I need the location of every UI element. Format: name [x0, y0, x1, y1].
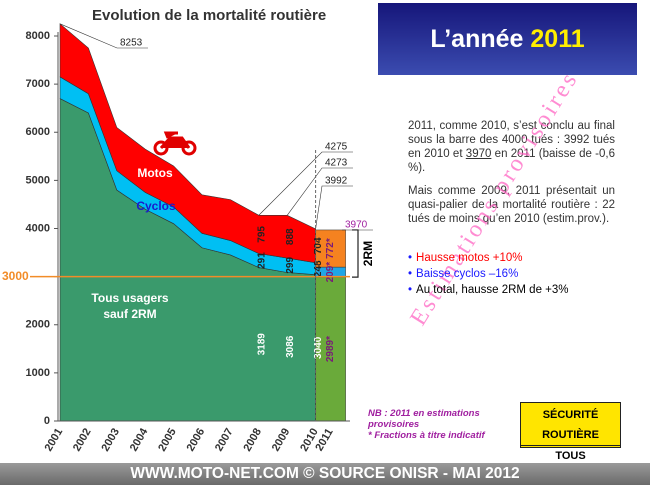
- data-label: 3189: [256, 333, 267, 356]
- total-label: 8253: [120, 38, 143, 49]
- motorcycle-icon: [155, 133, 195, 154]
- text: 3970: [466, 148, 492, 160]
- bracket: [352, 230, 358, 277]
- heading-text: L’année: [430, 25, 530, 54]
- series-label: Motos: [137, 166, 173, 180]
- note-line: * Fractions à titre indicatif: [368, 430, 508, 441]
- total-label: 3992: [325, 176, 348, 187]
- total-label: 4273: [325, 158, 348, 169]
- y-tick-label: 1000: [26, 367, 50, 379]
- y-tick-label: 5000: [26, 174, 50, 186]
- x-tick-label: 2005: [156, 426, 179, 453]
- y-tick-label: 6000: [26, 126, 50, 138]
- bullet: Baisse cyclos –16%: [408, 268, 518, 280]
- x-tick-label: 2003: [99, 426, 122, 453]
- series-label: Cyclos: [136, 199, 176, 213]
- series-label: Tous usagers sauf 2RM: [85, 290, 175, 322]
- data-label: 704: [313, 237, 324, 254]
- data-label: 209*: [325, 262, 336, 283]
- y-tick-label: 4000: [26, 222, 50, 234]
- data-label: 795: [256, 226, 267, 243]
- data-label: 299: [285, 257, 296, 274]
- data-label: 772*: [325, 238, 336, 259]
- bullet: Au total, hausse 2RM de +3%: [408, 284, 569, 296]
- heading-year: 2011: [530, 25, 584, 54]
- x-tick-label: 2002: [71, 426, 94, 453]
- y-tick-label: 0: [44, 415, 50, 427]
- x-tick-label: 2004: [128, 426, 151, 454]
- y-tick-label: 7000: [26, 78, 50, 90]
- total-label: 4275: [325, 142, 348, 153]
- y-tick-label: 8000: [26, 30, 50, 42]
- x-tick-label: 2006: [185, 426, 208, 453]
- data-label: 3040: [313, 336, 324, 359]
- chart-title: Evolution de la mortalité routière: [92, 7, 326, 24]
- x-tick-label: 2001: [43, 426, 66, 453]
- data-label: 248: [313, 260, 324, 277]
- badge-line: SÉCURITÉ ROUTIÈRE: [521, 405, 620, 446]
- heading: L’année 2011: [378, 3, 637, 75]
- x-tick-label: 2008: [241, 426, 264, 453]
- y-tick-label: 3000: [2, 269, 29, 283]
- note-line: NB : 2011 en estimations provisoires: [368, 408, 508, 430]
- data-label: 3086: [285, 335, 296, 358]
- bracket-label: 2RM: [361, 241, 375, 266]
- note: NB : 2011 en estimations provisoires* Fr…: [368, 408, 508, 441]
- x-tick-label: 2007: [213, 426, 236, 453]
- data-label: 2989*: [325, 336, 336, 362]
- footer: WWW.MOTO-NET.COM © SOURCE ONISR - MAI 20…: [0, 463, 650, 485]
- total-label: 3970: [345, 220, 368, 231]
- data-label: 888: [285, 228, 296, 245]
- data-label: 291: [256, 252, 267, 269]
- y-tick-label: 2000: [26, 319, 50, 331]
- x-tick-label: 2009: [270, 426, 293, 453]
- bullet: Hausse motos +10%: [408, 252, 522, 264]
